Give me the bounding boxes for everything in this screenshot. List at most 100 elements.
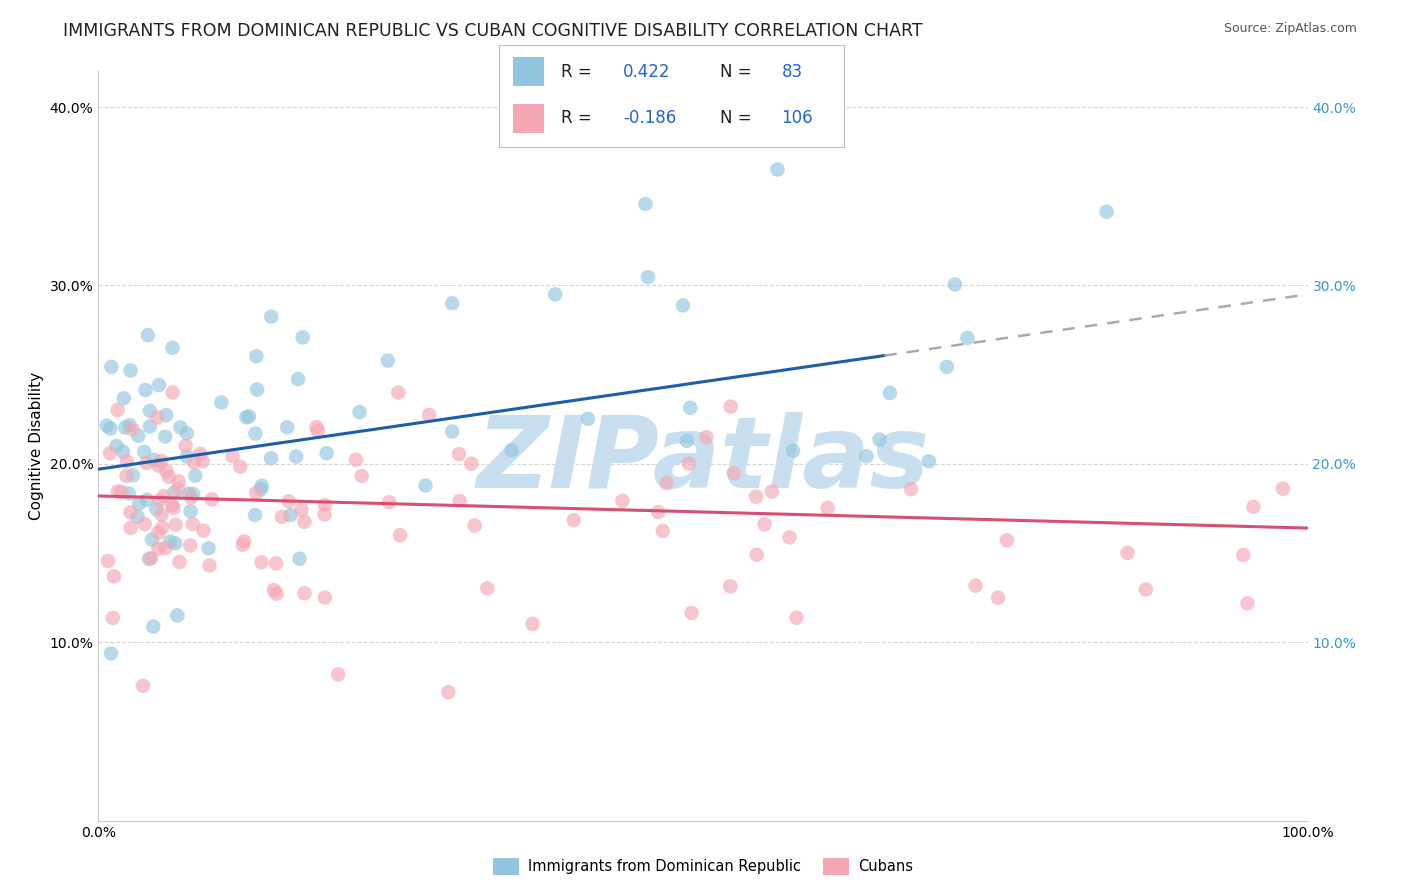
Point bbox=[107, 484, 129, 499]
Point bbox=[501, 443, 523, 458]
Point bbox=[378, 495, 401, 509]
Point bbox=[132, 679, 155, 693]
Point bbox=[544, 287, 567, 301]
Point bbox=[100, 421, 122, 435]
Point bbox=[179, 539, 201, 553]
Point bbox=[676, 434, 699, 448]
Point bbox=[139, 551, 162, 566]
Point bbox=[855, 449, 877, 463]
Point bbox=[142, 619, 165, 633]
Point bbox=[169, 555, 191, 569]
Point bbox=[260, 451, 283, 466]
Point bbox=[198, 558, 221, 573]
Point bbox=[141, 533, 163, 547]
Point bbox=[139, 419, 162, 434]
Point bbox=[245, 486, 267, 500]
Point bbox=[995, 533, 1018, 548]
Point bbox=[243, 508, 266, 522]
Point bbox=[522, 616, 544, 631]
Point bbox=[181, 487, 204, 501]
Point bbox=[127, 429, 149, 443]
Point bbox=[191, 454, 214, 468]
Point bbox=[127, 509, 149, 524]
Point bbox=[150, 508, 173, 522]
Point bbox=[288, 551, 311, 566]
Point bbox=[110, 485, 132, 500]
Point bbox=[1095, 204, 1118, 219]
Point bbox=[260, 310, 283, 324]
Point bbox=[314, 508, 336, 522]
Point bbox=[174, 439, 197, 453]
Point bbox=[634, 197, 657, 211]
Point bbox=[229, 459, 252, 474]
Point bbox=[879, 386, 901, 401]
Point bbox=[271, 510, 294, 524]
Point bbox=[112, 391, 135, 405]
Point bbox=[349, 405, 371, 419]
Point bbox=[277, 494, 299, 508]
Point bbox=[150, 454, 173, 468]
Point bbox=[672, 298, 695, 312]
Point bbox=[264, 557, 287, 571]
Point bbox=[100, 647, 122, 661]
Point bbox=[389, 528, 412, 542]
Point bbox=[105, 439, 128, 453]
Point bbox=[477, 582, 499, 596]
Point bbox=[139, 404, 162, 418]
Text: N =: N = bbox=[720, 109, 756, 127]
Point bbox=[96, 418, 118, 433]
Point bbox=[250, 482, 273, 496]
Point bbox=[162, 385, 184, 400]
Point bbox=[1236, 596, 1258, 610]
Point bbox=[464, 518, 486, 533]
Point bbox=[201, 492, 224, 507]
Point bbox=[761, 484, 783, 499]
Point bbox=[869, 433, 891, 447]
Point bbox=[415, 478, 437, 492]
Point bbox=[1135, 582, 1157, 597]
Point bbox=[315, 446, 337, 460]
Point bbox=[103, 569, 125, 583]
Text: 0.422: 0.422 bbox=[623, 62, 671, 81]
Point bbox=[118, 418, 141, 433]
Point bbox=[162, 341, 184, 355]
Text: 83: 83 bbox=[782, 62, 803, 81]
Point bbox=[148, 458, 170, 473]
Point bbox=[188, 447, 211, 461]
Point bbox=[918, 454, 941, 468]
Point bbox=[681, 606, 703, 620]
Point bbox=[135, 456, 157, 470]
Point bbox=[754, 517, 776, 532]
Point bbox=[155, 464, 177, 478]
Point bbox=[307, 424, 329, 438]
Point bbox=[114, 420, 136, 434]
Point bbox=[100, 359, 122, 374]
Text: IMMIGRANTS FROM DOMINICAN REPUBLIC VS CUBAN COGNITIVE DISABILITY CORRELATION CHA: IMMIGRANTS FROM DOMINICAN REPUBLIC VS CU… bbox=[63, 22, 922, 40]
Point bbox=[291, 330, 314, 344]
Point bbox=[138, 552, 160, 566]
Point bbox=[1116, 546, 1139, 560]
Point bbox=[183, 455, 205, 469]
Point bbox=[287, 372, 309, 386]
Text: R =: R = bbox=[561, 109, 598, 127]
Point bbox=[460, 457, 482, 471]
Point bbox=[148, 541, 170, 556]
Point bbox=[97, 554, 120, 568]
Point bbox=[786, 611, 808, 625]
Point bbox=[779, 530, 801, 544]
Point bbox=[167, 475, 190, 489]
Point bbox=[163, 485, 186, 500]
Y-axis label: Cognitive Disability: Cognitive Disability bbox=[30, 372, 44, 520]
Point bbox=[162, 500, 184, 515]
Point bbox=[655, 476, 678, 491]
Point bbox=[956, 331, 979, 345]
Point bbox=[280, 508, 302, 522]
Point bbox=[146, 410, 169, 425]
Point bbox=[766, 162, 789, 177]
Point bbox=[900, 482, 922, 496]
Point bbox=[350, 469, 373, 483]
Point bbox=[723, 467, 745, 481]
Point bbox=[266, 586, 288, 600]
Point bbox=[121, 422, 143, 436]
Point bbox=[120, 521, 142, 535]
